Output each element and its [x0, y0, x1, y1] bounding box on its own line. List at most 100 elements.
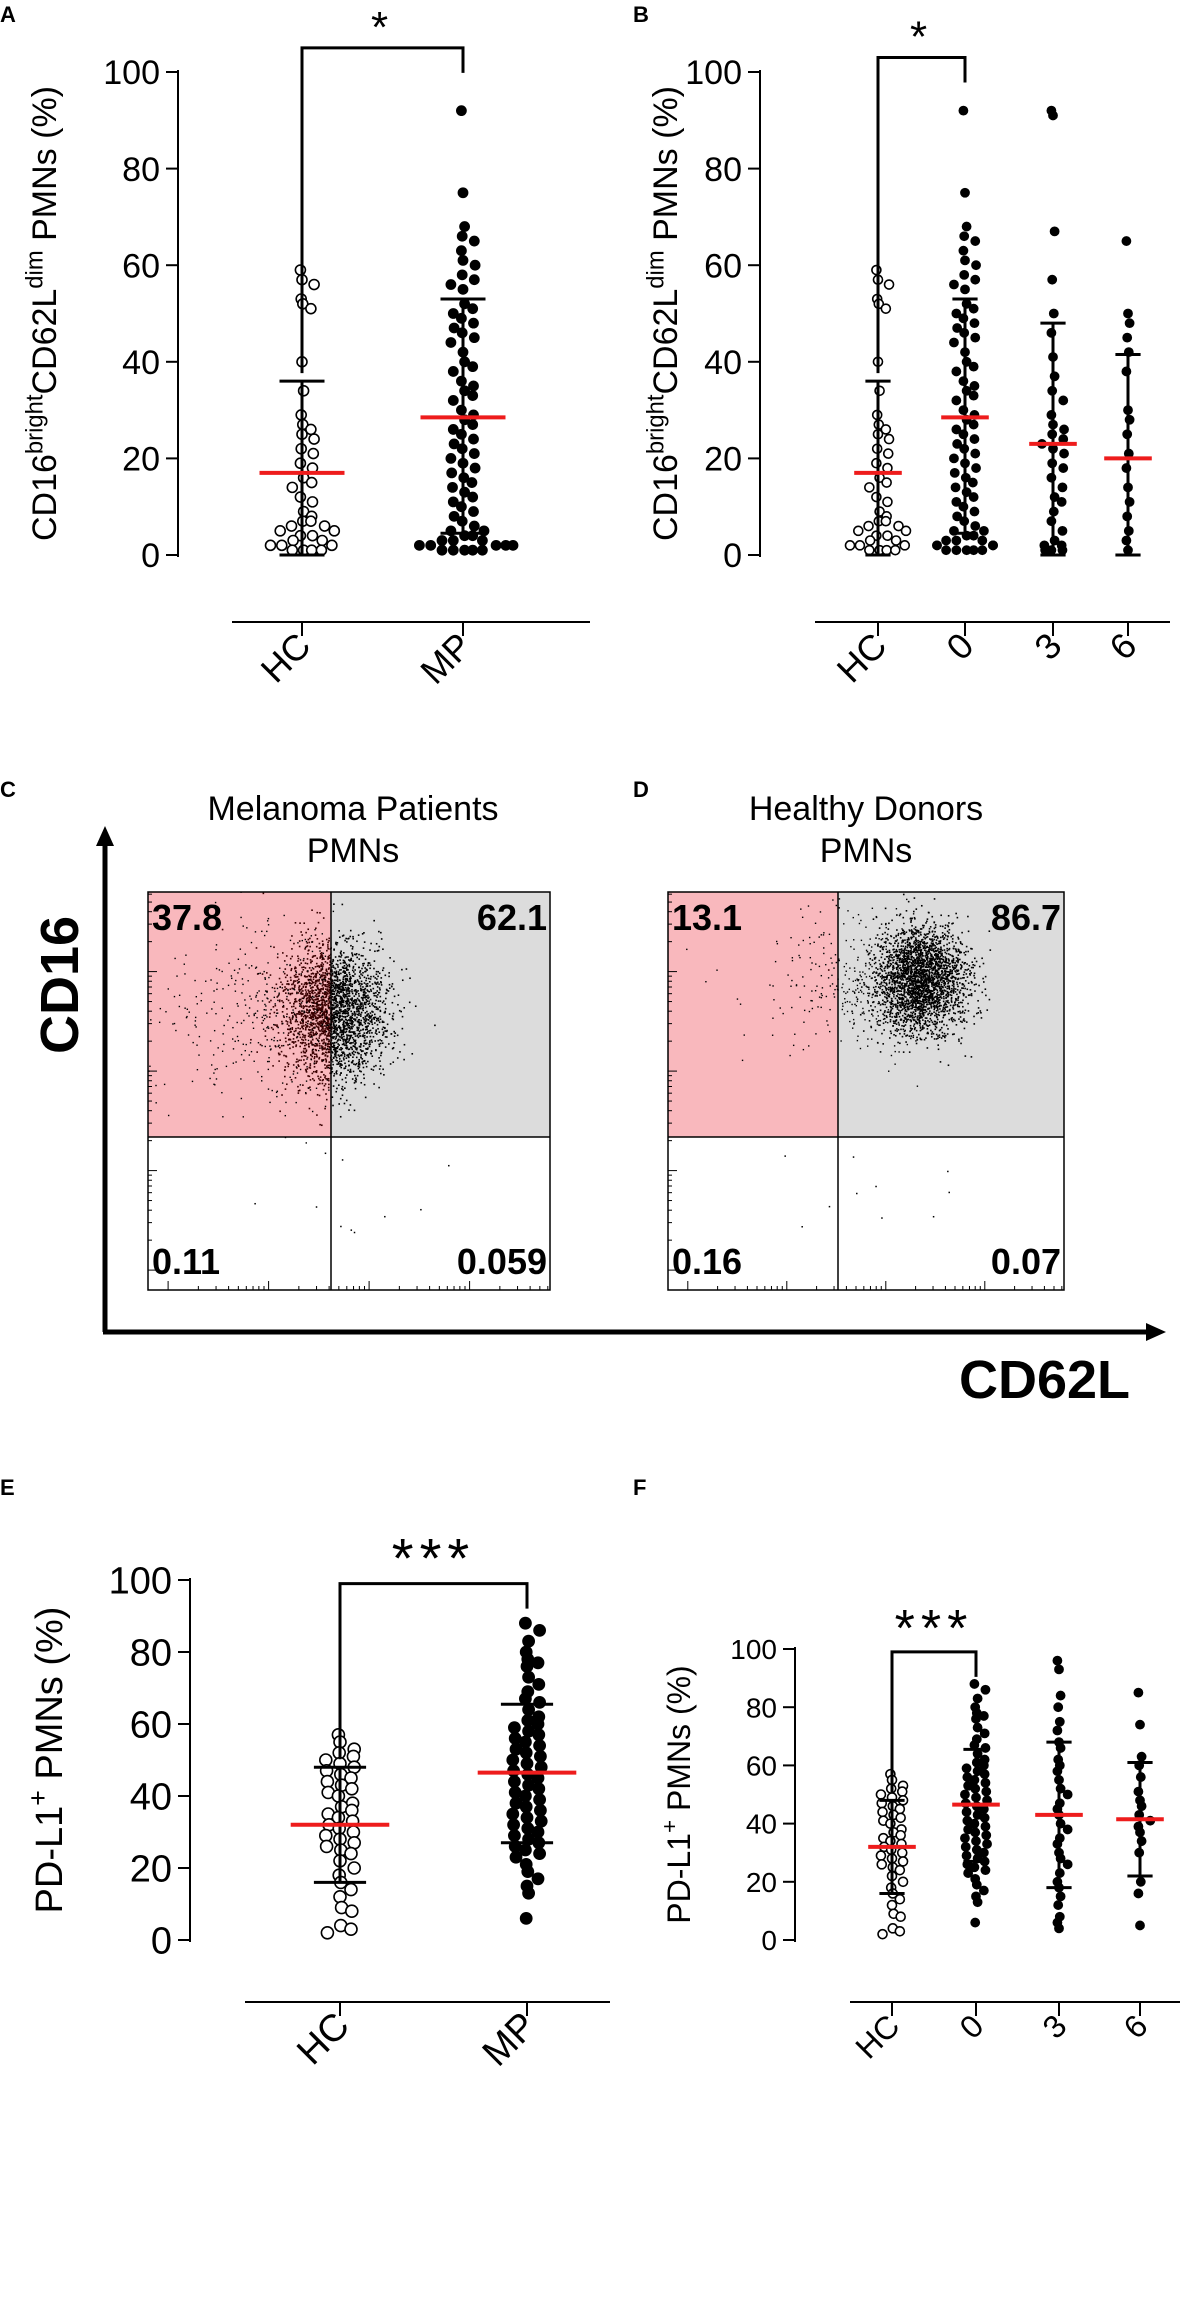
event-dot [358, 1058, 361, 1061]
event-dot [944, 1002, 947, 1004]
event-dot [270, 1026, 273, 1029]
event-dot [321, 1046, 324, 1049]
event-dot [282, 1032, 285, 1034]
event-dot [333, 1073, 336, 1075]
event-dot [356, 956, 358, 959]
event-dot [347, 1054, 350, 1056]
event-dot [301, 1055, 303, 1058]
event-dot [311, 1027, 314, 1030]
event-dot [905, 978, 907, 981]
event-dot [928, 1024, 931, 1027]
event-dot [929, 978, 931, 981]
event-dot [328, 982, 330, 985]
event-dot [215, 967, 218, 970]
event-dot [342, 1021, 345, 1024]
event-dot [333, 1027, 336, 1030]
event-dot [329, 992, 331, 994]
event-dot [347, 1014, 350, 1017]
event-dot [918, 1012, 921, 1014]
event-dot [896, 977, 899, 980]
event-dot [305, 1011, 308, 1014]
event-dot [346, 1041, 348, 1043]
event-dot [216, 982, 218, 984]
event-dot [359, 970, 362, 972]
event-dot [357, 1009, 360, 1011]
event-dot [341, 1010, 344, 1013]
event-dot [327, 947, 329, 950]
event-dot [918, 984, 921, 987]
event-dot [935, 1038, 938, 1040]
event-dot [371, 1041, 373, 1043]
event-dot [357, 981, 360, 983]
event-dot [319, 1021, 322, 1024]
event-dot [330, 1026, 333, 1028]
event-dot [957, 961, 959, 964]
event-dot [311, 998, 313, 1001]
panel-a-point-HC [294, 264, 307, 276]
event-dot [349, 929, 352, 932]
event-dot [369, 967, 371, 970]
event-dot [307, 1012, 309, 1014]
event-dot [237, 972, 239, 974]
event-dot [213, 1001, 215, 1003]
panel-b-point-0 [951, 366, 962, 377]
event-dot [324, 993, 327, 996]
event-dot [307, 1087, 309, 1089]
panel-a-point-HC [308, 433, 320, 445]
event-dot [301, 1010, 303, 1012]
event-dot [317, 1023, 319, 1025]
event-dot [362, 1073, 365, 1076]
event-dot [184, 973, 186, 975]
event-dot [302, 1020, 304, 1022]
event-dot [276, 1009, 278, 1011]
event-dot [300, 1030, 303, 1033]
event-dot [937, 961, 940, 963]
event-dot [339, 1027, 342, 1029]
event-dot [349, 980, 352, 983]
event-dot [365, 1032, 368, 1034]
event-dot [947, 924, 949, 927]
event-dot [900, 948, 903, 950]
event-dot [345, 1047, 347, 1049]
event-dot [305, 1142, 307, 1144]
event-dot [890, 1001, 893, 1004]
event-dot [286, 974, 288, 977]
panel-b-y-tick-label: 20 [704, 441, 742, 479]
event-dot [264, 990, 267, 992]
event-dot [898, 967, 901, 970]
event-dot [910, 929, 913, 931]
event-dot [324, 1008, 327, 1011]
event-dot [937, 963, 940, 966]
event-dot [337, 1011, 340, 1014]
event-dot [261, 1044, 263, 1047]
event-dot [321, 1025, 324, 1028]
event-dot [923, 979, 926, 982]
event-dot [357, 990, 359, 992]
event-dot [341, 903, 344, 906]
event-dot [356, 1013, 359, 1016]
event-dot [360, 1081, 363, 1084]
event-dot [310, 1024, 312, 1027]
event-dot [364, 1042, 366, 1045]
event-dot [904, 1024, 907, 1026]
event-dot [943, 944, 945, 947]
event-dot [354, 1051, 357, 1054]
event-dot [900, 982, 902, 985]
event-dot [314, 1015, 316, 1017]
event-dot [311, 1055, 314, 1058]
panel-b-point-0 [941, 545, 951, 556]
event-dot [922, 942, 925, 945]
event-dot [895, 1004, 897, 1007]
event-dot [942, 986, 944, 989]
event-dot [364, 1026, 367, 1028]
event-dot [347, 997, 349, 1000]
event-dot [304, 938, 307, 941]
event-dot [333, 1013, 336, 1016]
event-dot [326, 1038, 328, 1041]
event-dot [294, 878, 295, 879]
event-dot [392, 988, 395, 990]
event-dot [335, 1006, 337, 1008]
event-dot [205, 980, 207, 982]
event-dot [944, 927, 946, 929]
event-dot [302, 1027, 305, 1030]
